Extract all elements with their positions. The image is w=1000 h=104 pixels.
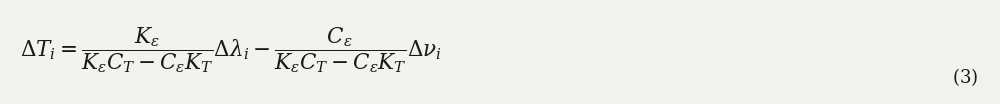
Text: $(3)$: $(3)$ bbox=[952, 67, 978, 88]
Text: $\Delta T_i = \dfrac{K_{\varepsilon}}{K_{\varepsilon}C_T - C_{\varepsilon}K_T}\D: $\Delta T_i = \dfrac{K_{\varepsilon}}{K_… bbox=[20, 25, 442, 75]
